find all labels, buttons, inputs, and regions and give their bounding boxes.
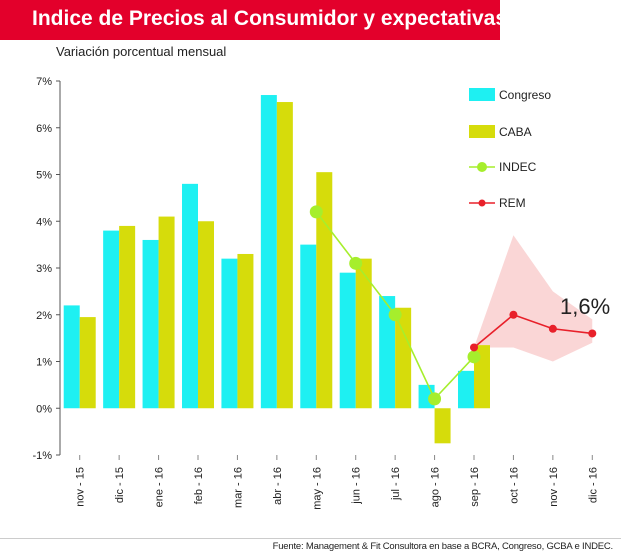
y-tick-label: 4% (36, 216, 52, 228)
y-tick-label: 1% (36, 357, 52, 369)
x-tick-label: dic - 16 (587, 467, 599, 503)
legend-label-rem: REM (499, 196, 526, 210)
y-tick-label: 2% (36, 310, 52, 322)
bar-congreso (103, 230, 120, 409)
legend-label-congreso: Congreso (499, 88, 551, 102)
bar-congreso (221, 258, 238, 409)
bar-caba (355, 258, 372, 409)
bar-caba (395, 307, 412, 409)
legend-swatch-caba (469, 125, 495, 138)
y-tick-label: 6% (36, 123, 52, 135)
x-tick-label: oct - 16 (508, 467, 520, 504)
point-rem (509, 310, 518, 319)
bar-congreso (458, 370, 474, 409)
x-tick-label: abr - 16 (272, 467, 284, 505)
bar-caba (158, 216, 175, 409)
bar-caba (237, 253, 254, 409)
x-tick-label: dic - 15 (114, 467, 126, 503)
bar-caba (198, 221, 214, 409)
rem-annotation-label: 1,6% (560, 294, 610, 319)
bar-congreso (63, 305, 80, 409)
footer-source: Fuente: Management & Fit Consultora en b… (272, 541, 614, 552)
bar-caba (79, 317, 96, 409)
legend-marker-indec (477, 162, 487, 172)
point-rem (588, 329, 597, 338)
legend-swatch-congreso (469, 88, 495, 101)
point-rem (470, 343, 478, 352)
point-rem (548, 324, 557, 333)
page-title: Indice de Precios al Consumidor y expect… (32, 7, 508, 30)
line-rem (473, 313, 593, 349)
bar-congreso (142, 239, 159, 409)
chart: -1% 0% 1% 2% 3% 4% 5% 6% 7% nov - 15 dic - 15 ene -… (32, 76, 610, 510)
x-tick-label: jul - 16 (390, 467, 402, 501)
bar-caba (119, 225, 136, 409)
bar-congreso (339, 272, 356, 409)
x-tick-label: may - 16 (311, 467, 323, 510)
point-indec (467, 350, 481, 364)
bar-congreso (300, 244, 317, 409)
x-tick-label: ene - 16 (154, 467, 166, 507)
legend-label-indec: INDEC (499, 160, 537, 174)
footer-divider (0, 538, 621, 539)
y-tick-label: 5% (36, 170, 52, 182)
bar-congreso (260, 95, 277, 409)
bar-congreso (182, 183, 198, 409)
x-tick-label: nov - 16 (548, 467, 560, 507)
legend-marker-rem (478, 199, 486, 207)
point-indec (309, 205, 323, 219)
bar-congreso (379, 296, 396, 409)
x-tick-label: jun - 16 (351, 467, 363, 505)
x-tick-label: mar - 16 (232, 467, 244, 508)
footer-source-text: Management & Fit Consultora en base a BC… (305, 541, 613, 552)
x-tick-label: nov - 15 (75, 467, 87, 507)
y-tick-label: 3% (36, 263, 52, 275)
legend-label-caba: CABA (499, 125, 532, 139)
bar-caba (316, 172, 333, 409)
bar-caba (434, 408, 451, 444)
point-indec (428, 392, 442, 406)
y-tick-label: 0% (36, 403, 52, 415)
footer-prefix: Fuente: (272, 541, 304, 552)
header-bar (0, 0, 500, 40)
y-tick-label: 7% (36, 76, 52, 88)
point-indec (388, 308, 402, 322)
x-tick-label: sep - 16 (469, 467, 481, 507)
chart-subtitle: Variación porcentual mensual (56, 44, 227, 59)
point-indec (349, 256, 363, 270)
x-tick-label: ago - 16 (430, 467, 442, 507)
y-tick-label: -1% (32, 450, 52, 462)
bar-caba (276, 102, 293, 409)
x-tick-label: feb - 16 (193, 467, 205, 504)
